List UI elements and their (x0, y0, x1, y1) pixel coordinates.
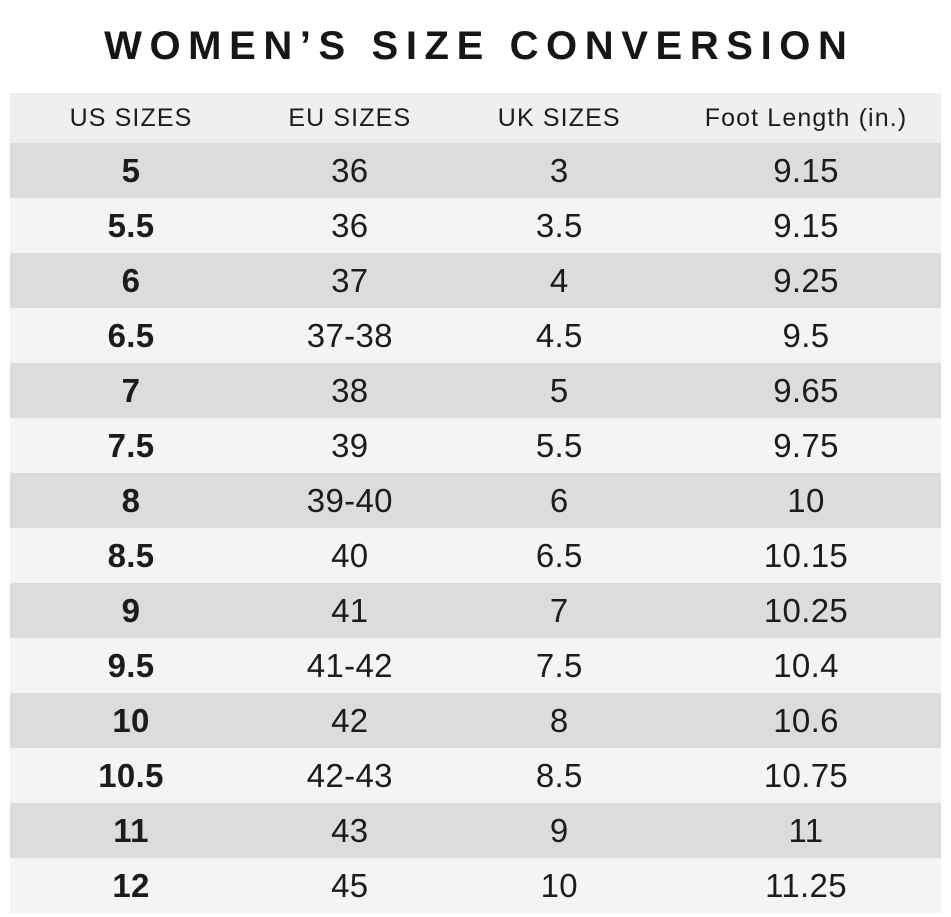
eu-size-cell: 41-42 (306, 646, 393, 684)
eu-size-cell: 38 (331, 371, 369, 409)
eu-size-cell: 43 (331, 811, 369, 849)
uk-size-cell: 5.5 (535, 426, 583, 464)
table-row: 7.5 39 5.5 9.75 (10, 418, 941, 473)
us-size-cell: 8.5 (107, 536, 155, 574)
foot-length-cell: 9.5 (782, 316, 830, 354)
us-size-cell: 10.5 (98, 756, 164, 794)
us-size-cell: 11 (113, 811, 149, 849)
eu-size-cell: 42 (331, 701, 369, 739)
eu-size-cell: 39 (331, 426, 369, 464)
page-title: WOMEN’S SIZE CONVERSION (104, 24, 855, 68)
table-row: 8 39-40 6 10 (10, 473, 941, 528)
uk-size-cell: 3 (549, 151, 569, 189)
uk-size-cell: 7 (549, 591, 569, 629)
foot-length-cell: 10.15 (763, 536, 849, 574)
eu-size-cell: 36 (331, 151, 369, 189)
eu-size-cell: 41 (331, 591, 369, 629)
eu-size-cell: 42-43 (306, 756, 393, 794)
us-size-cell: 7.5 (107, 426, 155, 464)
table-row: 5.5 36 3.5 9.15 (10, 198, 941, 253)
column-header-foot-length: Foot Length (in.) (670, 93, 941, 143)
uk-size-cell: 6.5 (535, 536, 583, 574)
uk-size-cell: 9 (549, 811, 569, 849)
us-size-cell: 7 (121, 371, 141, 409)
eu-size-cell: 40 (331, 536, 369, 574)
eu-size-cell: 37-38 (306, 316, 393, 354)
table-row: 12 45 10 11.25 (10, 858, 941, 913)
uk-size-cell: 10 (540, 866, 578, 904)
uk-size-cell: 7.5 (535, 646, 583, 684)
table-row: 10.5 42-43 8.5 10.75 (10, 748, 941, 803)
foot-length-cell: 9.75 (773, 426, 839, 464)
uk-size-cell: 8.5 (535, 756, 583, 794)
foot-length-cell: 10.4 (773, 646, 839, 684)
us-size-cell: 5.5 (107, 206, 155, 244)
size-conversion-table: US SIZES EU SIZES UK SIZES Foot Length (… (10, 93, 941, 913)
foot-length-cell: 10 (787, 481, 825, 519)
us-size-cell: 9 (121, 591, 141, 629)
table-row: 5 36 3 9.15 (10, 143, 941, 198)
foot-length-cell: 11 (788, 811, 824, 849)
uk-size-cell: 4 (549, 261, 569, 299)
table-row: 9.5 41-42 7.5 10.4 (10, 638, 941, 693)
header-row: US SIZES EU SIZES UK SIZES Foot Length (… (10, 93, 941, 143)
us-size-cell: 10 (112, 701, 150, 739)
table-row: 6 37 4 9.25 (10, 253, 941, 308)
us-size-cell: 9.5 (107, 646, 155, 684)
eu-size-cell: 45 (331, 866, 369, 904)
us-size-cell: 6.5 (107, 316, 155, 354)
eu-size-cell: 39-40 (306, 481, 393, 519)
us-size-cell: 5 (121, 151, 141, 189)
us-size-cell: 6 (121, 261, 141, 299)
column-header-us-sizes: US SIZES (10, 93, 253, 143)
uk-size-cell: 5 (549, 371, 569, 409)
foot-length-cell: 11.25 (765, 866, 847, 904)
uk-size-cell: 6 (549, 481, 569, 519)
uk-size-cell: 8 (549, 701, 569, 739)
uk-size-cell: 3.5 (535, 206, 583, 244)
column-header-uk-sizes: UK SIZES (447, 93, 671, 143)
foot-length-cell: 9.65 (773, 371, 839, 409)
foot-length-cell: 9.15 (773, 206, 839, 244)
table-header: US SIZES EU SIZES UK SIZES Foot Length (… (10, 93, 941, 143)
us-size-cell: 8 (121, 481, 141, 519)
column-header-eu-sizes: EU SIZES (252, 93, 448, 143)
table-row: 10 42 8 10.6 (10, 693, 941, 748)
foot-length-cell: 9.25 (773, 261, 839, 299)
table-row: 7 38 5 9.65 (10, 363, 941, 418)
foot-length-cell: 9.15 (773, 151, 839, 189)
foot-length-cell: 10.6 (773, 701, 839, 739)
table-row: 8.5 40 6.5 10.15 (10, 528, 941, 583)
us-size-cell: 12 (112, 866, 150, 904)
eu-size-cell: 36 (331, 206, 369, 244)
uk-size-cell: 4.5 (535, 316, 583, 354)
foot-length-cell: 10.25 (763, 591, 849, 629)
foot-length-cell: 10.75 (763, 756, 849, 794)
table-row: 11 43 9 11 (10, 803, 941, 858)
table-row: 9 41 7 10.25 (10, 583, 941, 638)
table-row: 6.5 37-38 4.5 9.5 (10, 308, 941, 363)
eu-size-cell: 37 (331, 261, 369, 299)
size-table-body: 5 36 3 9.15 5.5 36 3.5 9.15 6 37 4 9.25 6.5 37-38 4.5 9… (10, 143, 941, 913)
